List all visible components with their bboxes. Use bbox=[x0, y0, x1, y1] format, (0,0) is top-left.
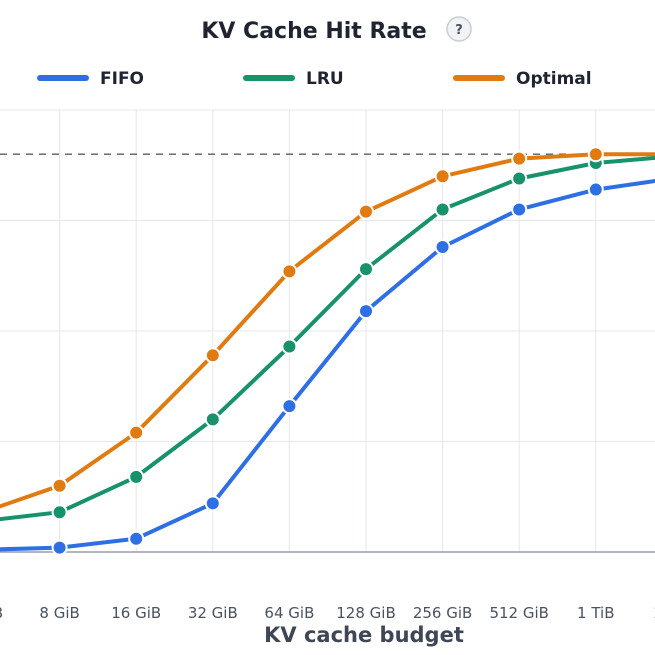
series-fifo bbox=[0, 179, 655, 556]
legend-item[interactable]: FIFO bbox=[37, 69, 144, 89]
x-tick-label: 256 GiB bbox=[413, 604, 472, 622]
x-axis-label: KV cache budget bbox=[264, 623, 464, 647]
data-point[interactable] bbox=[587, 146, 604, 163]
data-point[interactable] bbox=[358, 203, 374, 220]
data-point[interactable] bbox=[51, 504, 68, 521]
data-point[interactable] bbox=[511, 150, 528, 167]
legend-label: Optimal bbox=[516, 69, 592, 89]
data-point[interactable] bbox=[434, 239, 451, 256]
data-point[interactable] bbox=[51, 477, 68, 494]
data-point[interactable] bbox=[281, 398, 298, 415]
data-point[interactable] bbox=[511, 201, 528, 218]
legend-label: LRU bbox=[306, 69, 344, 89]
series-group bbox=[0, 146, 655, 556]
x-tick-label: 1 TiB bbox=[577, 604, 614, 622]
chart-title: KV Cache Hit Rate bbox=[201, 19, 426, 44]
data-point[interactable] bbox=[358, 261, 374, 278]
legend-item[interactable]: LRU bbox=[243, 69, 344, 89]
data-point[interactable] bbox=[204, 495, 221, 512]
x-tick-label: 4 GiB bbox=[0, 604, 3, 622]
data-point[interactable] bbox=[511, 170, 528, 187]
help-icon-circle[interactable] bbox=[446, 16, 472, 42]
x-tick-label: 64 GiB bbox=[264, 604, 314, 622]
series-line bbox=[0, 179, 655, 552]
series-lru bbox=[0, 155, 655, 522]
data-point[interactable] bbox=[128, 468, 145, 485]
legend-item[interactable]: Optimal bbox=[453, 69, 592, 89]
data-point[interactable] bbox=[434, 168, 451, 185]
data-point[interactable] bbox=[128, 530, 145, 547]
data-point[interactable] bbox=[434, 201, 451, 218]
data-point[interactable] bbox=[281, 338, 298, 355]
x-tick-label: 32 GiB bbox=[188, 604, 238, 622]
x-tick-label: 8 GiB bbox=[39, 604, 79, 622]
data-point[interactable] bbox=[587, 181, 604, 198]
x-tick-label: 16 GiB bbox=[111, 604, 161, 622]
data-point[interactable] bbox=[204, 411, 221, 428]
legend: FIFO LRU Optimal bbox=[37, 69, 592, 89]
x-tick-label: 2 TiB bbox=[654, 604, 655, 622]
data-point[interactable] bbox=[358, 303, 374, 320]
question-mark-icon: ? bbox=[455, 23, 463, 38]
data-point[interactable] bbox=[128, 424, 145, 441]
series-line bbox=[0, 152, 655, 509]
x-tick-label: 128 GiB bbox=[336, 604, 395, 622]
legend-label: FIFO bbox=[100, 69, 144, 89]
series-line bbox=[0, 155, 655, 522]
data-point[interactable] bbox=[204, 347, 221, 364]
gridlines bbox=[0, 109, 655, 552]
x-tick-labels: 4 GiB 8 GiB 16 GiB 32 GiB 64 GiB 128 GiB 256 G… bbox=[0, 604, 655, 622]
data-point[interactable] bbox=[51, 539, 68, 556]
data-point[interactable] bbox=[281, 263, 298, 280]
x-tick-label: 512 GiB bbox=[489, 604, 548, 622]
help-icon[interactable]: ? bbox=[446, 16, 472, 42]
series-optimal bbox=[0, 146, 655, 509]
